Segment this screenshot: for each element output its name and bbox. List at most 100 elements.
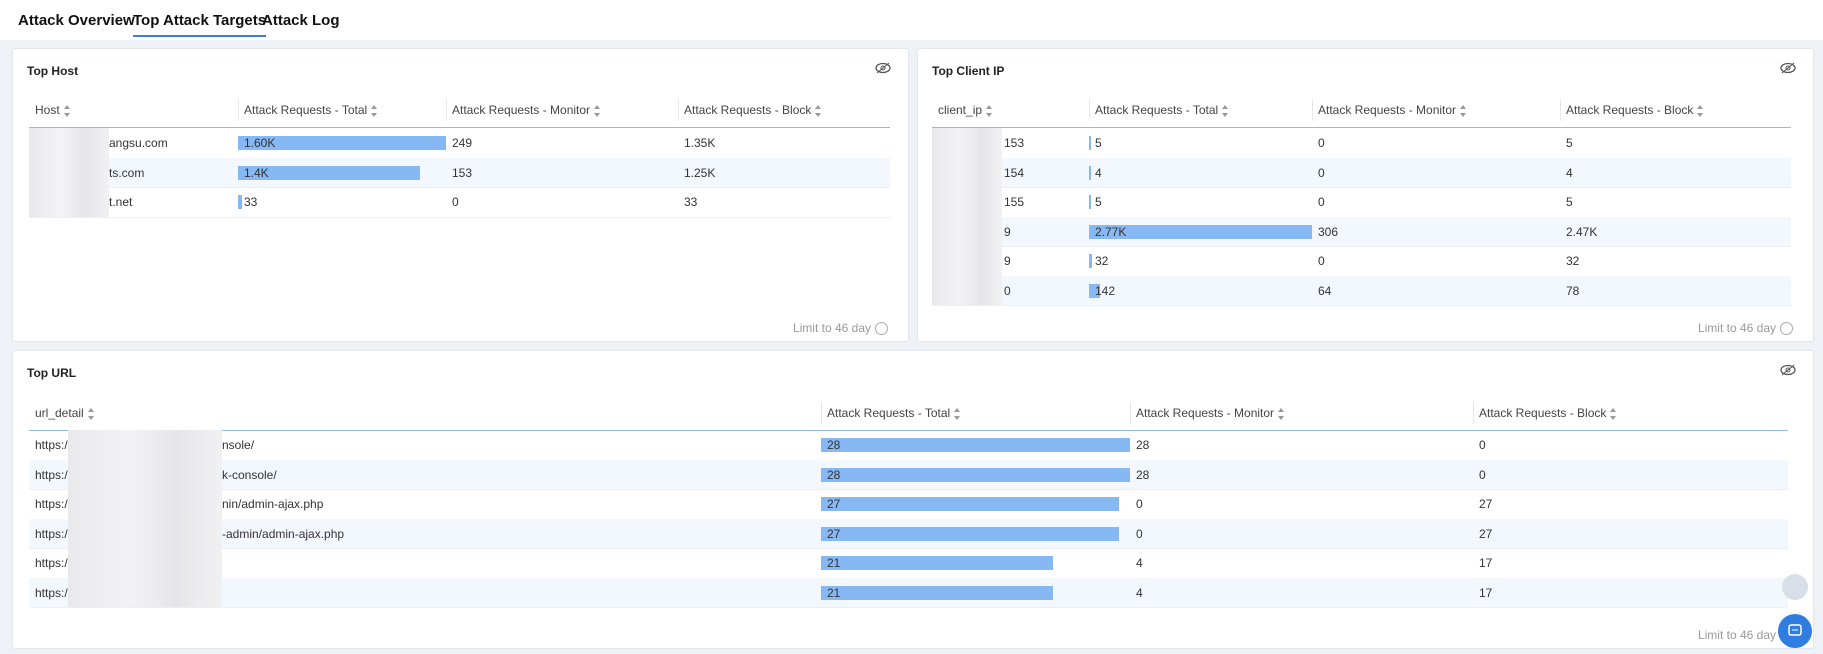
block-value: 0 xyxy=(1479,438,1486,452)
block-value: 2.47K xyxy=(1566,224,1598,239)
help-icon[interactable] xyxy=(875,322,888,336)
chat-button[interactable] xyxy=(1778,614,1812,648)
sort-icon[interactable] xyxy=(1697,104,1704,117)
tab[interactable]: Attack Log xyxy=(262,12,340,29)
total-label: 5 xyxy=(1095,195,1102,209)
monitor-value: 0 xyxy=(1318,165,1325,180)
header-underline xyxy=(29,430,1788,431)
total-label: 1.4K xyxy=(244,165,269,180)
total-bar xyxy=(821,556,1053,570)
column-header[interactable]: client_ip xyxy=(938,103,993,117)
monitor-value: 28 xyxy=(1136,438,1150,452)
header-text: Host xyxy=(35,103,60,117)
visibility-toggle[interactable] xyxy=(1779,61,1797,75)
redacted-block xyxy=(68,548,222,578)
column-header[interactable]: Attack Requests - Monitor xyxy=(1318,103,1467,117)
limit-text: Limit to 46 day xyxy=(1697,321,1776,335)
monitor-value: 28 xyxy=(1136,467,1150,482)
url-prefix: https:/ xyxy=(35,585,68,600)
column-header[interactable]: Attack Requests - Monitor xyxy=(1136,406,1285,420)
total-bar xyxy=(821,526,1119,541)
total-label: 5 xyxy=(1095,136,1102,150)
panel-title: Top Host xyxy=(27,64,79,78)
block-value: 32 xyxy=(1566,254,1580,268)
table-row xyxy=(29,518,1788,549)
url-prefix: https:/ xyxy=(35,526,68,541)
tab[interactable]: Top Attack Targets xyxy=(133,12,267,37)
block-value: 27 xyxy=(1479,526,1493,541)
sort-icon[interactable] xyxy=(954,407,961,420)
total-label: 27 xyxy=(827,497,841,511)
total-bar xyxy=(1089,254,1092,268)
redacted-block xyxy=(29,187,109,217)
row-key: 9 xyxy=(1004,224,1011,239)
eye-icon xyxy=(1780,62,1796,74)
column-header[interactable]: url_detail xyxy=(35,406,95,420)
visibility-toggle[interactable] xyxy=(1779,363,1797,377)
sort-icon[interactable] xyxy=(1278,407,1285,420)
header-text: client_ip xyxy=(938,103,983,117)
total-bar xyxy=(821,497,1119,511)
sort-icon[interactable] xyxy=(986,104,993,117)
sort-icon[interactable] xyxy=(1460,104,1467,117)
table-row xyxy=(29,157,890,188)
block-value: 5 xyxy=(1566,136,1573,150)
total-bar xyxy=(1089,195,1091,209)
column-divider xyxy=(1312,99,1313,121)
total-bar xyxy=(1089,283,1101,298)
header-text: Attack Requests - Monitor xyxy=(1136,406,1275,420)
column-header[interactable]: Attack Requests - Total xyxy=(827,406,961,420)
block-value: 33 xyxy=(684,195,698,209)
total-label: 4 xyxy=(1095,165,1102,180)
sort-icon[interactable] xyxy=(371,104,378,117)
column-header[interactable]: Attack Requests - Total xyxy=(1095,103,1229,117)
total-label: 2.77K xyxy=(1095,224,1127,239)
column-header[interactable]: Attack Requests - Total xyxy=(244,103,378,117)
total-bar xyxy=(821,467,1130,482)
header-text: Attack Requests - Block xyxy=(684,103,812,117)
total-label: 21 xyxy=(827,585,841,600)
header-text: url_detail xyxy=(35,406,84,420)
block-value: 4 xyxy=(1566,165,1573,180)
visibility-toggle[interactable] xyxy=(874,61,892,75)
tab[interactable]: Attack Overview xyxy=(18,12,135,29)
total-bar xyxy=(1089,136,1091,150)
sort-icon[interactable] xyxy=(594,104,601,117)
row-key: -admin/admin-ajax.php xyxy=(222,526,345,541)
chat-icon xyxy=(1788,624,1802,636)
total-label: 1.60K xyxy=(244,136,276,150)
eye-icon xyxy=(875,62,891,74)
monitor-value: 0 xyxy=(452,195,459,209)
column-divider xyxy=(238,99,239,121)
column-header[interactable]: Attack Requests - Block xyxy=(1566,103,1704,117)
redacted-block xyxy=(68,577,222,607)
column-divider xyxy=(1089,99,1090,121)
monitor-value: 249 xyxy=(452,136,473,150)
column-header[interactable]: Attack Requests - Block xyxy=(1479,406,1617,420)
column-header[interactable]: Attack Requests - Monitor xyxy=(452,103,601,117)
row-key: nsole/ xyxy=(222,438,255,452)
sort-icon[interactable] xyxy=(87,407,95,420)
assistant-avatar[interactable] xyxy=(1782,574,1808,600)
table-row xyxy=(932,246,1791,277)
monitor-value: 153 xyxy=(452,165,473,180)
monitor-value: 0 xyxy=(1136,526,1143,541)
redacted-block xyxy=(68,489,222,519)
total-bar xyxy=(238,136,446,150)
row-key: ts.com xyxy=(109,165,145,180)
row-key: angsu.com xyxy=(109,136,168,150)
help-icon[interactable] xyxy=(1780,322,1793,336)
redacted-block xyxy=(932,246,1002,276)
sort-icon[interactable] xyxy=(1610,407,1617,420)
url-prefix: https:/ xyxy=(35,467,68,482)
table-row xyxy=(932,187,1791,218)
sort-icon[interactable] xyxy=(63,104,71,117)
sort-icon[interactable] xyxy=(815,104,822,117)
column-header[interactable]: Host xyxy=(35,103,71,117)
total-label: 27 xyxy=(827,526,841,541)
column-header[interactable]: Attack Requests - Block xyxy=(684,103,822,117)
sort-icon[interactable] xyxy=(1222,104,1229,117)
redacted-block xyxy=(68,459,222,489)
row-key: 9 xyxy=(1004,254,1011,268)
